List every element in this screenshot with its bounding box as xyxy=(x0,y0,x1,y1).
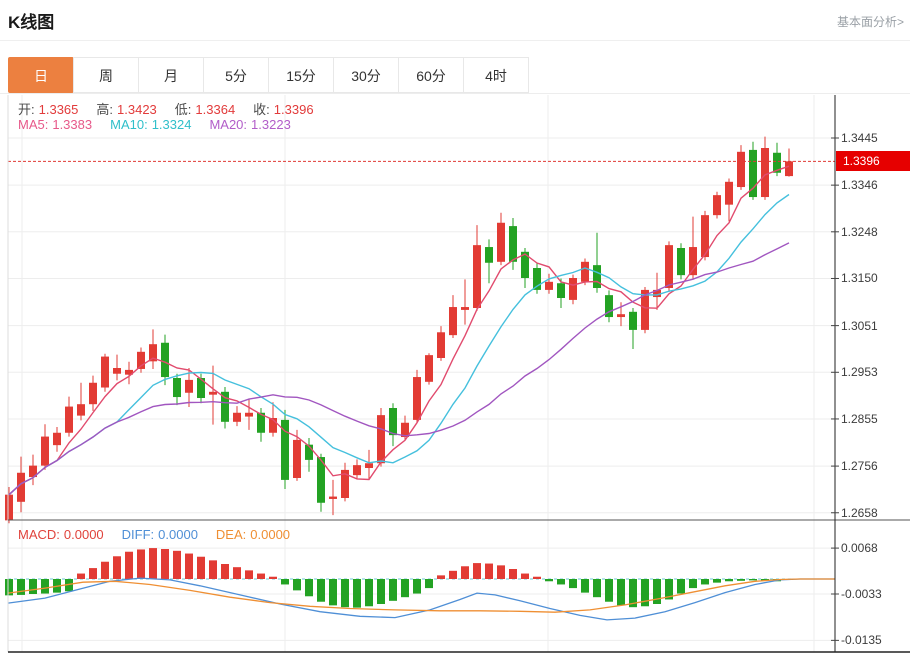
ohlc-1-label: 高: xyxy=(96,102,114,117)
macd-2: DEA: 0.0000 xyxy=(216,527,294,542)
macd-axis-label-0: 0.0068 xyxy=(841,541,878,556)
tab-60分[interactable]: 60分 xyxy=(398,57,464,93)
ma-0-label: MA5: xyxy=(18,117,49,132)
macd-axis-label-1: -0.0033 xyxy=(841,587,882,601)
macd-0-value: 0.0000 xyxy=(63,527,104,542)
tab-月[interactable]: 月 xyxy=(138,57,204,93)
ohlc-3-label: 收: xyxy=(253,102,270,117)
price-axis-label-8: 1.2658 xyxy=(841,505,878,520)
macd-1-value: 0.0000 xyxy=(158,527,198,542)
macd-info-line: MACD: 0.0000 DIFF: 0.0000 DEA: 0.0000 xyxy=(18,527,308,542)
price-axis-label-6: 1.2855 xyxy=(841,411,878,426)
ohlc-1-value: 1.3423 xyxy=(117,102,157,117)
ma-1-value: 1.3324 xyxy=(151,117,192,132)
ma-1-label: MA10: xyxy=(110,117,148,132)
macd-0-label: MACD: xyxy=(18,527,60,542)
ma-2-label: MA20: xyxy=(209,117,248,132)
ohlc-2: 低: 1.3364 xyxy=(175,102,239,117)
ma-info-line: MA5: 1.3383 MA10: 1.3324 MA20: 1.3223 xyxy=(18,117,309,132)
tab-4时[interactable]: 4时 xyxy=(463,57,529,93)
macd-0: MACD: 0.0000 xyxy=(18,527,108,542)
current-price-badge: 1.3396 xyxy=(836,151,910,172)
ma-0-value: 1.3383 xyxy=(52,117,93,132)
price-axis-label-5: 1.2953 xyxy=(841,365,878,380)
page-title: K线图 xyxy=(8,13,55,32)
ma-1: MA10: 1.3324 xyxy=(110,117,195,132)
price-axis-label-0: 1.3445 xyxy=(841,131,878,145)
price-axis-label-3: 1.3150 xyxy=(841,271,878,286)
ohlc-1: 高: 1.3423 xyxy=(96,102,160,117)
tab-15分[interactable]: 15分 xyxy=(268,57,334,93)
tab-日[interactable]: 日 xyxy=(8,57,74,93)
ohlc-3-value: 1.3396 xyxy=(273,102,314,117)
ohlc-info-line: 开: 1.3365 高: 1.3423 低: 1.3364 收: 1.3396 xyxy=(18,99,332,118)
macd-1-label: DIFF: xyxy=(121,527,155,542)
tab-30分[interactable]: 30分 xyxy=(333,57,399,93)
price-axis-label-1: 1.3346 xyxy=(841,178,878,193)
fundamental-analysis-link[interactable]: 基本面分析> xyxy=(836,15,904,29)
macd-axis-label-2: -0.0135 xyxy=(841,633,882,648)
ohlc-0: 开: 1.3365 xyxy=(18,102,82,117)
ma-0: MA5: 1.3383 xyxy=(18,117,96,132)
tab-5分[interactable]: 5分 xyxy=(203,57,269,93)
ohlc-0-label: 开: xyxy=(18,102,35,117)
ohlc-0-value: 1.3365 xyxy=(38,102,79,117)
ohlc-3: 收: 1.3396 xyxy=(253,102,317,117)
ohlc-2-value: 1.3364 xyxy=(195,102,236,117)
macd-2-label: DEA: xyxy=(215,527,247,542)
tab-周[interactable]: 周 xyxy=(73,57,139,93)
tabbar-divider xyxy=(0,93,910,94)
price-axis-label-7: 1.2756 xyxy=(841,459,878,474)
macd-1: DIFF: 0.0000 xyxy=(122,527,202,542)
price-axis-label-4: 1.3051 xyxy=(841,318,878,333)
timeframe-tab-bar: 日周月 5分 15分 30分 60分 4时 xyxy=(8,57,529,93)
ma-2: MA20: 1.3223 xyxy=(209,117,294,132)
macd-2-value: 0.0000 xyxy=(250,527,291,542)
price-axis-label-2: 1.3248 xyxy=(841,224,878,239)
header-divider xyxy=(0,40,910,41)
ohlc-2-label: 低: xyxy=(174,102,192,117)
ma-2-value: 1.3223 xyxy=(251,117,291,132)
